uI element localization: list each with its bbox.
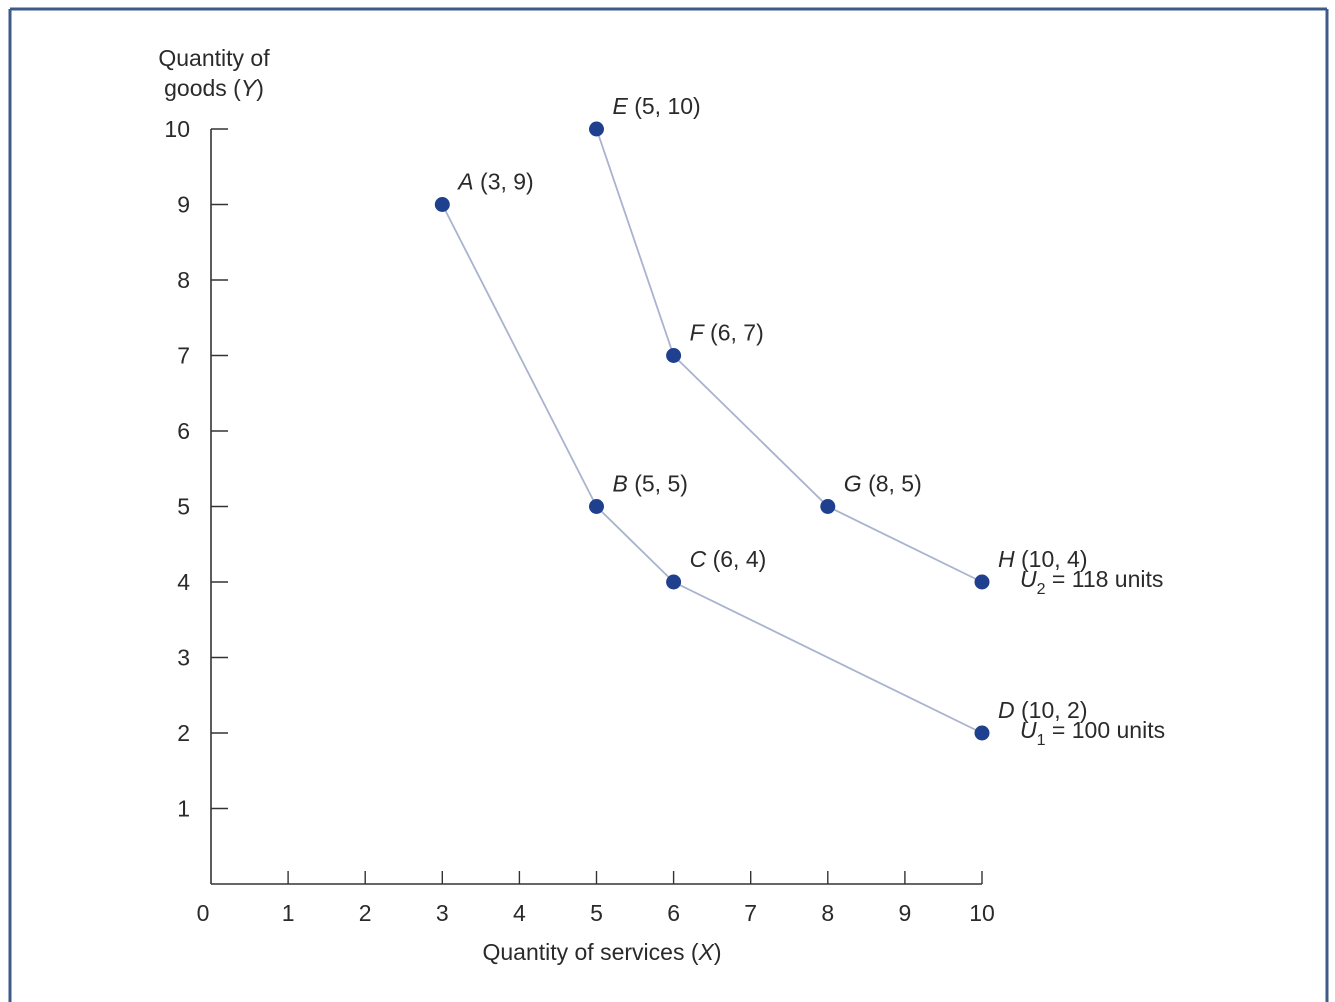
point-label-f: F (6, 7) <box>690 320 764 346</box>
y-axis-title-line: goods (Y) <box>164 75 264 101</box>
point-c <box>666 574 682 590</box>
point-label-c: C (6, 4) <box>690 546 767 572</box>
x-tick-label: 9 <box>899 900 912 926</box>
point-label-b: B (5, 5) <box>613 471 688 497</box>
y-tick-label: 3 <box>177 645 190 671</box>
y-tick-label: 6 <box>177 418 190 444</box>
point-label-g: G (8, 5) <box>844 471 922 497</box>
point-label-e: E (5, 10) <box>613 93 701 119</box>
x-tick-label: 8 <box>821 900 834 926</box>
indifference-curves <box>441 128 983 734</box>
curve-label-u2: U2 = 118 units <box>1020 566 1163 598</box>
indifference-curve-u1 <box>441 204 983 734</box>
point-f <box>666 348 682 363</box>
y-tick-label: 5 <box>177 494 190 520</box>
x-tick-label: 0 <box>197 900 210 926</box>
point-label-h: H (10, 4) <box>998 546 1088 572</box>
x-tick-label: 7 <box>744 900 757 926</box>
y-tick-label: 4 <box>177 569 190 595</box>
y-axis-title: Quantity of goods (Y) <box>158 45 270 101</box>
data-points <box>434 121 990 741</box>
chart-frame <box>8 7 1329 1002</box>
point-d <box>974 725 990 741</box>
point-labels: A (3, 9) B (5, 5) C (6, 4) D (10, 2) E (5, 1… <box>456 93 1087 723</box>
x-tick-label: 4 <box>513 900 526 926</box>
y-tick-label: 10 <box>164 116 190 142</box>
point-e <box>589 121 604 137</box>
point-label-a: A (3, 9) <box>456 169 533 195</box>
x-axis-ticks: 0 1 2 3 4 5 6 7 8 9 10 <box>197 871 995 926</box>
point-g <box>820 499 836 514</box>
y-axis-ticks: 1 2 3 4 5 6 7 8 9 10 <box>164 116 228 822</box>
y-tick-label: 7 <box>177 343 190 369</box>
y-tick-label: 1 <box>177 796 190 822</box>
x-tick-label: 5 <box>590 900 603 926</box>
curve-labels: U1 = 100 units U2 = 118 units <box>1020 566 1165 749</box>
x-axis-title: Quantity of services (X) <box>482 939 721 965</box>
point-b <box>589 499 604 514</box>
x-tick-label: 3 <box>436 900 449 926</box>
point-h <box>974 574 990 590</box>
point-a <box>434 197 450 212</box>
y-axis-title-line: Quantity of <box>158 45 270 71</box>
x-tick-label: 6 <box>667 900 680 926</box>
x-tick-label: 10 <box>969 900 995 926</box>
y-tick-label: 8 <box>177 267 190 293</box>
indifference-curve-u2 <box>595 128 983 583</box>
curve-label-u1: U1 = 100 units <box>1020 717 1165 749</box>
point-label-d: D (10, 2) <box>998 697 1088 723</box>
y-tick-label: 2 <box>177 720 190 746</box>
x-tick-label: 2 <box>359 900 372 926</box>
x-tick-label: 1 <box>282 900 295 926</box>
y-tick-label: 9 <box>177 192 190 218</box>
